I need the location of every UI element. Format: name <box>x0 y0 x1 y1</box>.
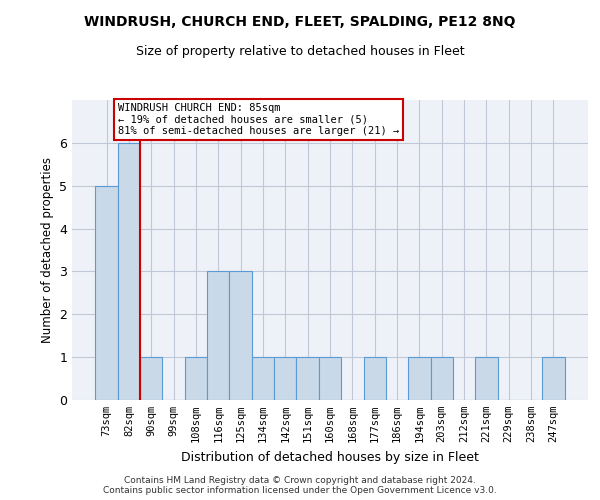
Bar <box>118 143 140 400</box>
Bar <box>408 357 431 400</box>
Bar <box>207 272 229 400</box>
Bar <box>296 357 319 400</box>
Bar <box>252 357 274 400</box>
Bar <box>431 357 453 400</box>
Bar <box>475 357 497 400</box>
Bar <box>274 357 296 400</box>
Text: Contains HM Land Registry data © Crown copyright and database right 2024.
Contai: Contains HM Land Registry data © Crown c… <box>103 476 497 495</box>
Text: Size of property relative to detached houses in Fleet: Size of property relative to detached ho… <box>136 45 464 58</box>
Bar <box>364 357 386 400</box>
Text: WINDRUSH CHURCH END: 85sqm
← 19% of detached houses are smaller (5)
81% of semi-: WINDRUSH CHURCH END: 85sqm ← 19% of deta… <box>118 102 399 136</box>
Bar <box>185 357 207 400</box>
X-axis label: Distribution of detached houses by size in Fleet: Distribution of detached houses by size … <box>181 450 479 464</box>
Bar <box>140 357 163 400</box>
Bar <box>229 272 252 400</box>
Y-axis label: Number of detached properties: Number of detached properties <box>41 157 53 343</box>
Bar <box>542 357 565 400</box>
Bar <box>95 186 118 400</box>
Text: WINDRUSH, CHURCH END, FLEET, SPALDING, PE12 8NQ: WINDRUSH, CHURCH END, FLEET, SPALDING, P… <box>84 15 516 29</box>
Bar <box>319 357 341 400</box>
